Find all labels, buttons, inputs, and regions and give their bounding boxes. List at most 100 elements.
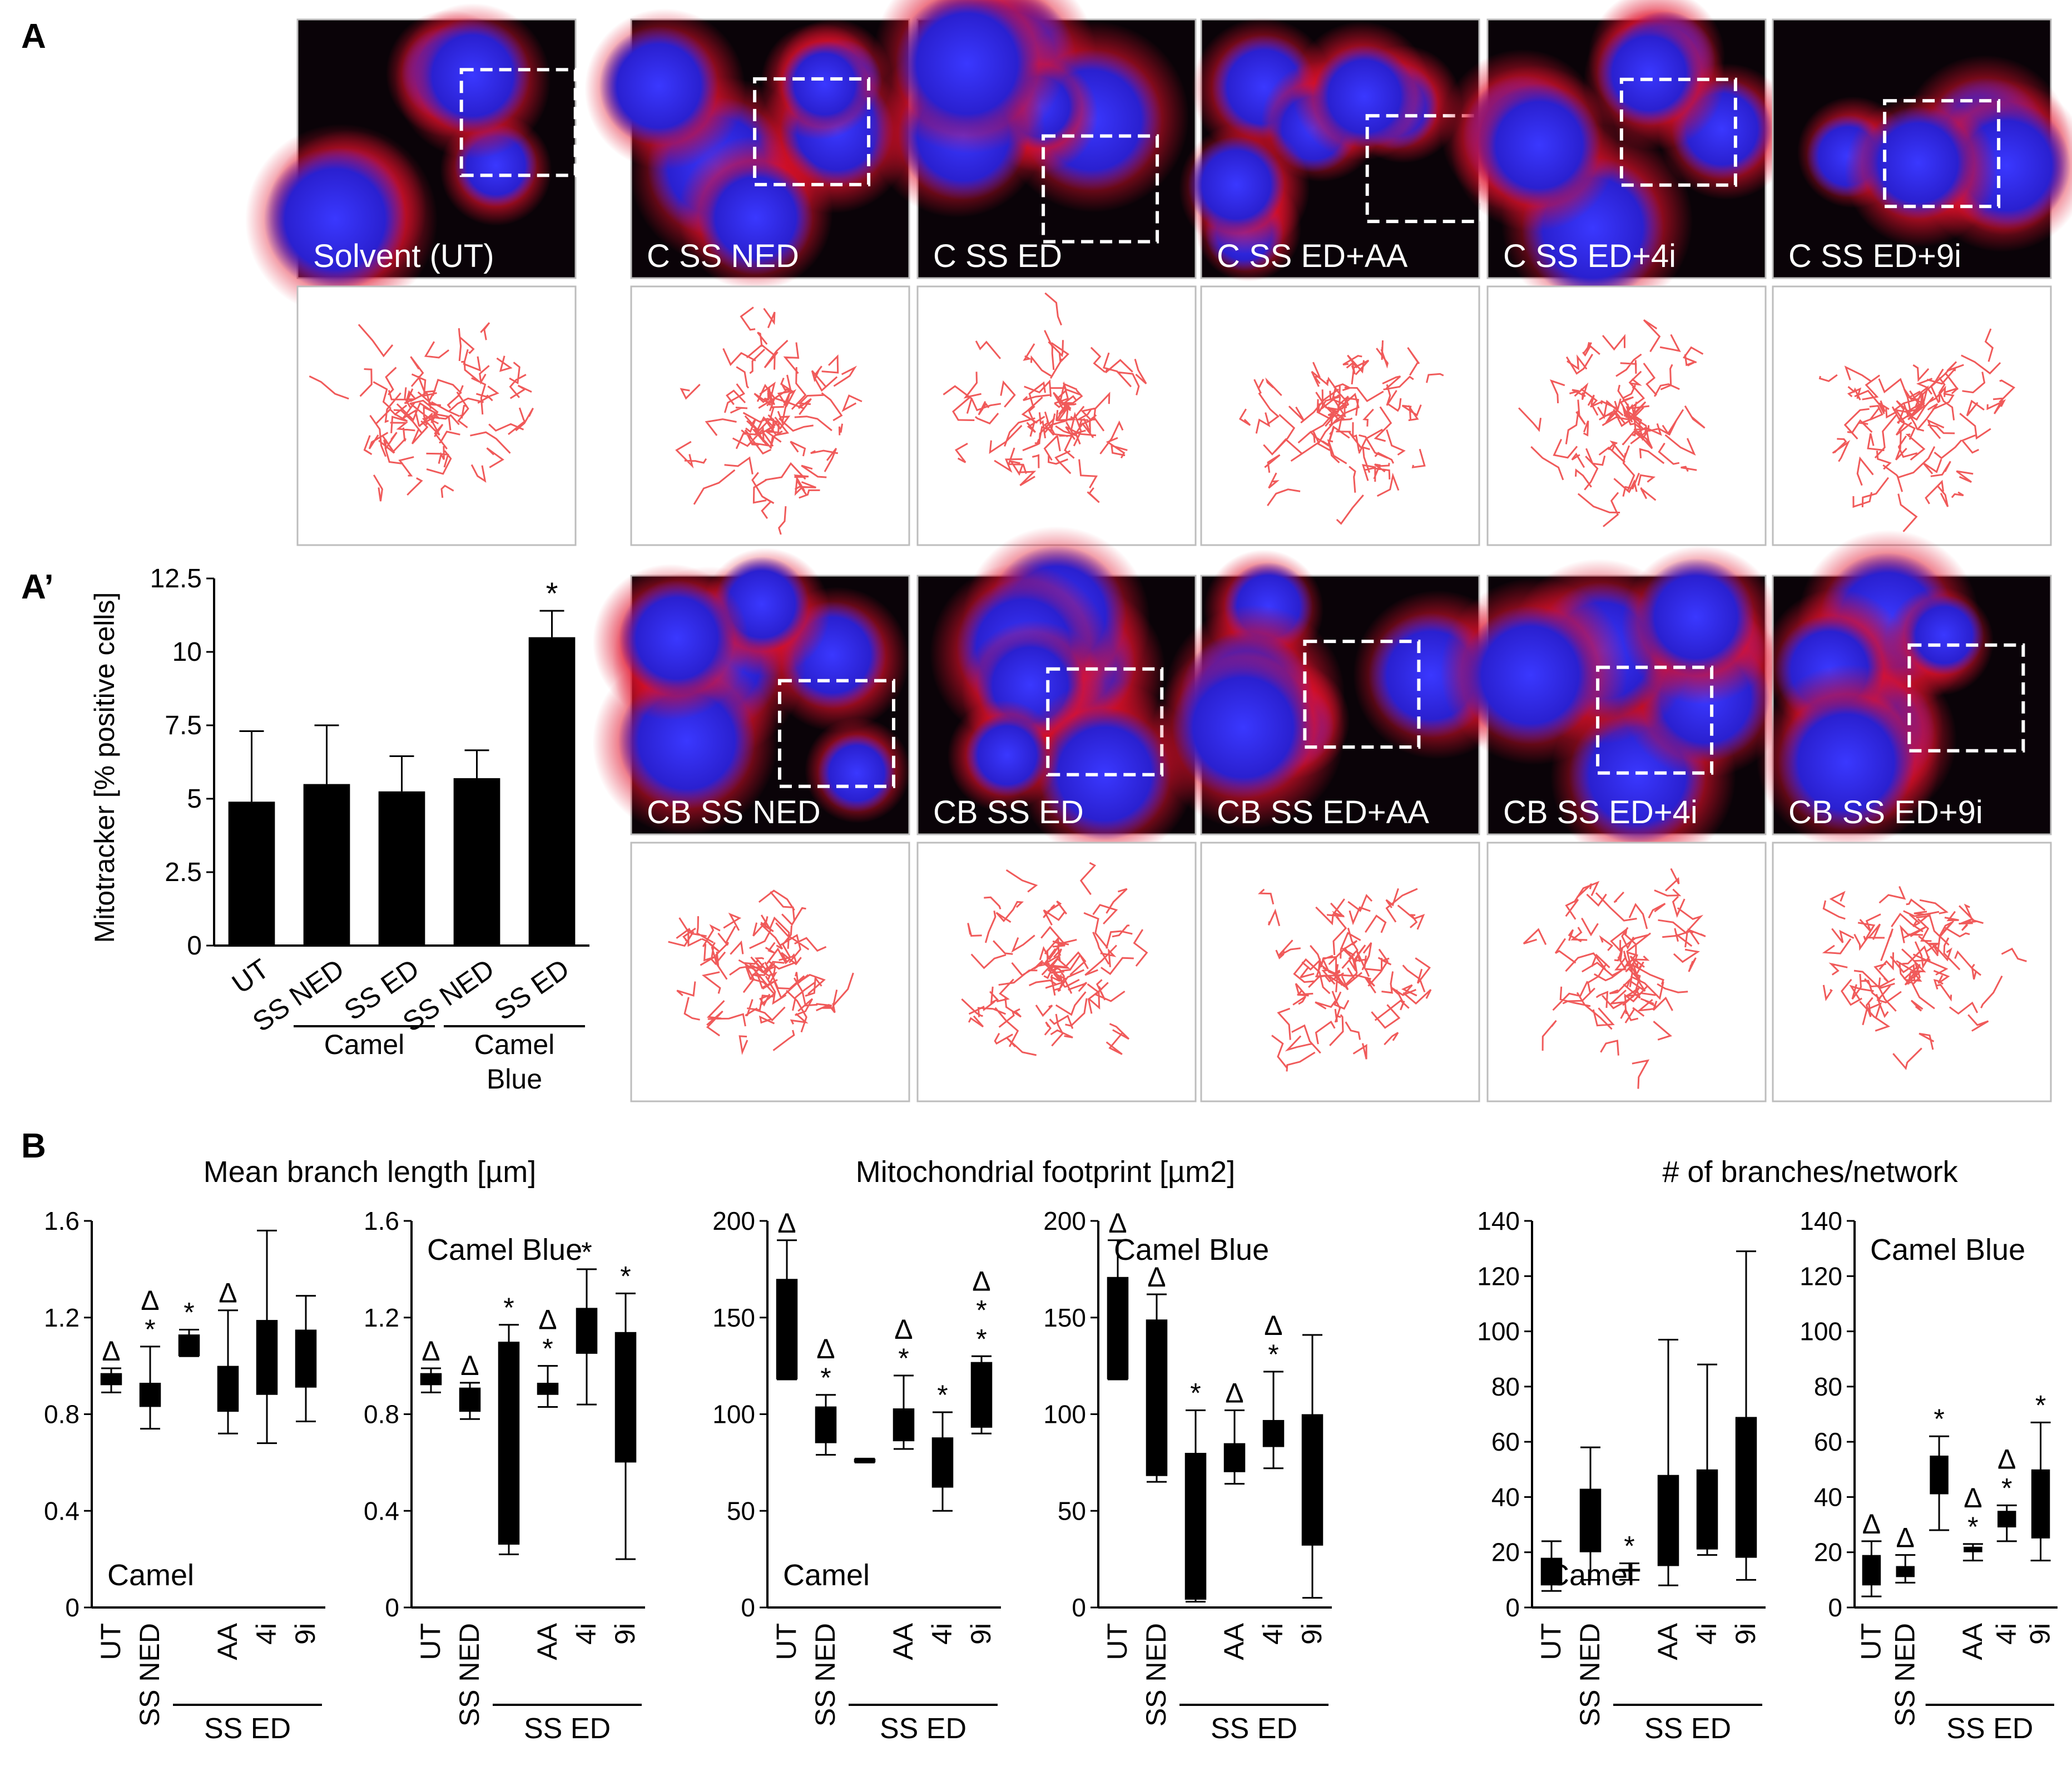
nucleus-signal [698,160,814,275]
micrograph-label: C SS ED [933,238,1062,274]
bar [453,778,500,946]
y-tick-label: 0.8 [44,1400,80,1429]
x-tick-label: UT [1102,1623,1133,1660]
micrograph-label: CB SS ED [933,794,1084,830]
box [256,1320,278,1395]
x-tick-label: 9i [2025,1623,2056,1645]
x-tick-label: UT [95,1623,126,1660]
significance-mark: Δ [141,1285,159,1316]
zoom-region-box [1883,99,2001,209]
box [893,1408,915,1442]
box [139,1383,161,1407]
micrograph-label: CB SS ED+AA [1217,794,1429,830]
mito-network-skeleton [1238,340,1444,525]
morphology-box-charts: 0 0.4 0.8 1.2 1.6 Mean branch length [µm] Came… [44,1155,2058,1745]
box [295,1329,317,1388]
x-tick-label: 4i [571,1623,602,1645]
x-tick-label: SS NED [1141,1623,1172,1727]
box [217,1366,239,1412]
group-label: SS ED [1946,1713,2033,1745]
box [1997,1511,2016,1528]
significance-mark: * [898,1343,909,1374]
y-tick-label: 5 [187,784,202,814]
significance-mark: * [145,1314,155,1345]
significance-mark: * [1268,1339,1278,1370]
y-tick-label: 150 [712,1303,755,1332]
significance-mark: * [2001,1472,2012,1503]
x-tick-label: 4i [1257,1623,1288,1645]
box [1301,1414,1323,1546]
x-tick-label: 9i [1296,1623,1327,1645]
significance-mark: Δ [816,1333,835,1364]
x-tick-label: 4i [1691,1623,1722,1645]
y-tick-label: 150 [1043,1303,1086,1332]
y-tick-label: 40 [1491,1482,1520,1511]
nucleus-signal [1477,83,1601,207]
panel-letter-a-prime: A’ [21,568,54,606]
micrograph-label: Solvent (UT) [313,238,494,274]
x-tick-label: 4i [251,1623,282,1645]
series-label: Camel Blue [1114,1233,1269,1267]
bar [378,791,425,946]
nucleus-signal [1312,44,1416,149]
nucleus-signal [817,734,896,813]
y-tick-label: 40 [1814,1482,1842,1511]
significance-mark: * [820,1362,831,1393]
significance-mark: * [976,1323,987,1354]
x-tick-label: 4i [926,1623,958,1645]
significance-mark: Δ [894,1314,913,1345]
y-tick-label: 1.6 [364,1206,399,1235]
box [1735,1417,1757,1558]
group-label: SS ED [1211,1713,1297,1745]
y-tick-label: 50 [1058,1496,1086,1525]
significance-mark: Δ [1862,1508,1881,1540]
box [1657,1475,1679,1566]
y-tick-label: 0 [187,931,202,961]
x-tick-label: 9i [965,1623,997,1645]
y-tick-label: 0.8 [364,1400,399,1429]
y-tick-label: 2.5 [165,858,202,887]
y-tick-label: 20 [1814,1538,1842,1567]
y-axis-label: Mitotracker [% positive cells] [89,592,120,943]
nucleus-signal [599,26,718,146]
mito-network-skeleton [1523,868,1706,1089]
y-tick-label: 140 [1800,1206,1842,1235]
box [1618,1569,1640,1572]
x-tick-label: AA [888,1622,919,1660]
bar [528,637,576,946]
significance-mark: * [581,1236,592,1268]
y-tick-label: 1.2 [44,1303,80,1332]
chart-title: Mean branch length [µm] [204,1155,536,1189]
box [1107,1277,1129,1379]
group-label: Camel Blue [474,1029,554,1095]
box [1896,1566,1915,1577]
box [1964,1546,1982,1552]
x-tick-label: UT [1855,1623,1886,1660]
y-tick-label: 7.5 [165,711,202,740]
group-label-line: Camel [474,1029,554,1060]
nucleus-signal [415,18,531,133]
box [614,1332,637,1463]
significance-mark: * [2035,1389,2046,1421]
significance-mark: * [184,1297,194,1328]
y-tick-label: 0 [65,1593,80,1622]
series-label: Camel Blue [1870,1233,2025,1267]
group-label: SS ED [880,1713,966,1745]
group-label-line: Blue [487,1063,542,1095]
significance-mark: Δ [422,1335,440,1367]
group-label: SS ED [524,1713,611,1745]
mito-network-skeleton [309,322,534,502]
bar [303,784,350,946]
series-label: Camel Blue [427,1233,582,1267]
zoom-region-box [459,68,577,177]
y-tick-label: 50 [727,1496,755,1525]
x-tick-label: UT [1535,1623,1567,1660]
box [1930,1455,1949,1495]
box [970,1362,993,1428]
nucleus-signal [1597,21,1702,126]
x-tick-label: SS NED [1889,1623,1920,1727]
y-tick-label: 120 [1800,1262,1842,1290]
x-tick-label: AA [1652,1622,1683,1660]
nucleus-signal [895,0,1039,136]
bar [228,802,275,946]
